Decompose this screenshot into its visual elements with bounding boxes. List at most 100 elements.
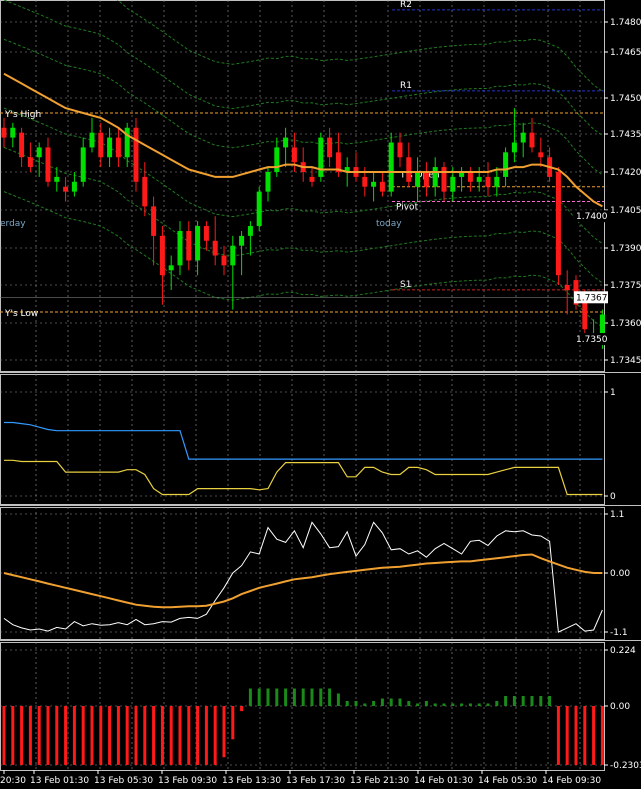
candle-body: [151, 206, 157, 236]
candle-body: [115, 137, 121, 158]
candle-body: [309, 176, 315, 182]
price-tag-label: 1.7350: [576, 335, 608, 345]
candle-body: [80, 147, 86, 182]
level-label: R2: [400, 0, 412, 10]
candle-body: [45, 147, 51, 182]
candle-body: [344, 167, 350, 172]
histogram-bar: [468, 703, 472, 706]
candle-body: [107, 137, 113, 158]
candle-body: [582, 299, 588, 330]
histogram-bar: [592, 706, 596, 765]
candle-body: [511, 142, 517, 153]
candle-body: [520, 132, 526, 143]
histogram-bar: [37, 706, 41, 765]
histogram-bar: [574, 706, 578, 765]
histogram-bar: [204, 706, 208, 765]
histogram-bar: [530, 696, 534, 706]
histogram-bar: [583, 706, 587, 765]
y-tick-label: 0.00: [610, 702, 630, 712]
histogram-bar: [319, 688, 323, 706]
histogram-bar: [433, 703, 437, 706]
candle-body: [54, 176, 60, 182]
y-tick-label: 1.7480: [610, 18, 641, 28]
histogram-bar: [20, 706, 24, 765]
day-label-yesterday: erday: [0, 219, 26, 229]
candle-body: [459, 171, 465, 177]
candle-body: [247, 226, 253, 236]
price-tag-label: 1.7367: [576, 293, 608, 303]
histogram-bar: [539, 696, 543, 706]
histogram-bar: [600, 706, 604, 765]
candle-body: [10, 127, 16, 138]
envelope-band-line: [116, 0, 603, 92]
histogram-bar: [134, 706, 138, 765]
candle-body: [529, 132, 535, 148]
y-tick-label: 1.1: [610, 510, 624, 520]
histogram-bar: [266, 688, 270, 706]
candle-body: [432, 167, 438, 187]
x-tick-label: 20:30: [0, 776, 26, 786]
candle-body: [239, 235, 245, 246]
candle-body: [599, 314, 605, 340]
candle-body: [503, 152, 509, 177]
histogram-bar: [310, 688, 314, 706]
candle-body: [63, 186, 69, 192]
indicator1-line-1: [4, 421, 603, 460]
candle-body: [379, 181, 385, 192]
candle-body: [397, 142, 403, 158]
envelope-band-line: [3, 0, 603, 136]
y-tick-label: 1.7450: [610, 94, 641, 104]
histogram-bar: [504, 696, 508, 706]
y-tick-label: 1.7465: [610, 48, 641, 58]
price-tag-box: [574, 210, 608, 223]
histogram-bar: [275, 688, 279, 706]
y-tick-label: 1.7375: [610, 281, 641, 291]
histogram-bar: [257, 688, 261, 706]
histogram-bar: [196, 706, 200, 765]
candle-body: [406, 157, 412, 182]
histogram-bar: [28, 706, 32, 765]
histogram-bar: [477, 703, 481, 706]
level-label: Y's High: [4, 110, 41, 120]
candle-body: [265, 171, 271, 192]
y-tick-label: 0: [610, 492, 616, 502]
indicator1-line-2: [4, 459, 603, 496]
histogram-bar: [116, 706, 120, 765]
candle-body: [318, 137, 324, 177]
y-tick-label: -0.2303: [610, 761, 641, 771]
histogram-bar: [398, 698, 402, 706]
pane-frame-3: [0, 507, 605, 640]
x-tick-label: 13 Feb 05:30: [94, 776, 153, 786]
candle-body: [335, 152, 341, 172]
candle-body: [485, 176, 491, 187]
y-tick-label: 1.7420: [610, 168, 641, 178]
candle-body: [388, 142, 394, 192]
candle-body: [212, 240, 218, 256]
candle-body: [538, 152, 544, 158]
candle-body: [89, 132, 95, 148]
histogram-bar: [556, 706, 560, 765]
y-tick-label: 1.7435: [610, 130, 641, 140]
envelope-band-line: [3, 146, 603, 284]
indicator2-line: [3, 521, 603, 633]
candle-body: [291, 147, 297, 163]
candle-body: [256, 191, 262, 227]
candle-body: [555, 171, 561, 276]
candle-body: [467, 171, 473, 182]
indicator2-signal-line: [3, 553, 603, 609]
histogram-bar: [495, 701, 499, 706]
candle-body: [133, 127, 139, 182]
histogram-bar: [90, 706, 94, 765]
candle-body: [71, 181, 77, 192]
candle-body: [98, 132, 104, 158]
histogram-bar: [416, 703, 420, 706]
x-tick-label: 13 Feb 13:30: [222, 776, 281, 786]
histogram-bar: [380, 698, 384, 706]
histogram-bar: [64, 706, 68, 765]
x-tick-label: 13 Feb 17:30: [286, 776, 345, 786]
histogram-bar: [512, 696, 516, 706]
level-label: Y's Low: [4, 309, 38, 319]
histogram-bar: [231, 706, 235, 740]
x-tick-label: 13 Feb 01:30: [30, 776, 89, 786]
